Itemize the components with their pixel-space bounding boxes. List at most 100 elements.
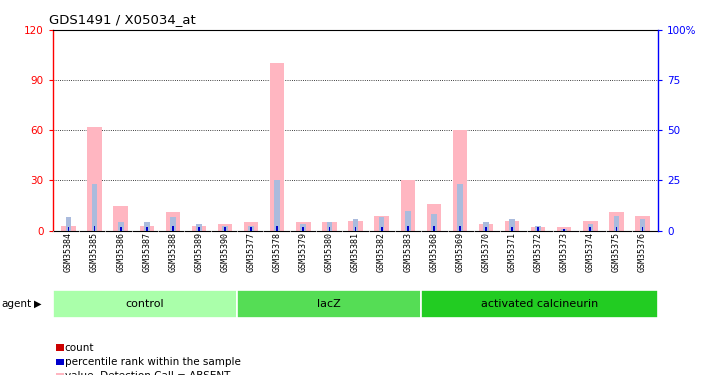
Bar bbox=[401, 180, 415, 231]
Bar bbox=[459, 229, 461, 231]
Bar bbox=[191, 226, 206, 231]
Bar bbox=[561, 229, 567, 231]
Bar bbox=[94, 229, 96, 231]
Text: lacZ: lacZ bbox=[318, 298, 341, 309]
Bar bbox=[375, 216, 389, 231]
Bar bbox=[275, 180, 280, 231]
Bar bbox=[327, 222, 332, 231]
Bar bbox=[348, 220, 363, 231]
Bar bbox=[198, 227, 200, 231]
Bar bbox=[615, 227, 617, 231]
Bar bbox=[457, 184, 463, 231]
Bar bbox=[303, 227, 304, 231]
Text: agent: agent bbox=[1, 298, 32, 309]
Bar bbox=[222, 226, 228, 231]
Bar bbox=[636, 216, 650, 231]
Bar bbox=[301, 224, 306, 231]
Bar bbox=[433, 229, 435, 231]
Bar bbox=[563, 229, 565, 231]
Bar bbox=[453, 130, 467, 231]
Bar bbox=[381, 227, 382, 231]
Bar bbox=[170, 217, 176, 231]
Bar bbox=[583, 220, 598, 231]
Bar bbox=[94, 226, 96, 231]
Bar bbox=[172, 226, 174, 231]
Text: activated calcineurin: activated calcineurin bbox=[481, 298, 598, 309]
Bar bbox=[61, 226, 75, 231]
Text: value, Detection Call = ABSENT: value, Detection Call = ABSENT bbox=[65, 371, 230, 375]
Bar bbox=[146, 229, 148, 231]
Bar bbox=[535, 226, 541, 231]
Bar bbox=[407, 229, 408, 231]
Bar bbox=[589, 229, 591, 231]
Bar bbox=[296, 222, 310, 231]
Bar bbox=[609, 212, 624, 231]
Text: percentile rank within the sample: percentile rank within the sample bbox=[65, 357, 241, 367]
Text: GDS1491 / X05034_at: GDS1491 / X05034_at bbox=[49, 13, 196, 26]
FancyBboxPatch shape bbox=[237, 290, 421, 318]
Bar bbox=[511, 229, 513, 231]
Bar bbox=[641, 229, 643, 231]
Bar bbox=[329, 227, 330, 231]
Bar bbox=[146, 227, 148, 231]
Bar bbox=[355, 229, 356, 231]
Bar bbox=[509, 219, 515, 231]
Bar bbox=[563, 229, 565, 231]
Bar bbox=[615, 229, 617, 231]
Bar bbox=[139, 226, 154, 231]
Bar bbox=[92, 184, 97, 231]
Text: count: count bbox=[65, 343, 94, 352]
Bar bbox=[120, 229, 122, 231]
FancyBboxPatch shape bbox=[421, 290, 658, 318]
Bar bbox=[276, 226, 278, 231]
Bar bbox=[459, 226, 461, 231]
Bar bbox=[276, 229, 278, 231]
Bar bbox=[353, 219, 358, 231]
Bar bbox=[407, 226, 408, 231]
Bar bbox=[531, 227, 546, 231]
Bar bbox=[250, 227, 252, 231]
Bar bbox=[250, 229, 252, 231]
Bar bbox=[198, 229, 200, 231]
Bar bbox=[355, 227, 356, 231]
Bar bbox=[172, 229, 174, 231]
Bar bbox=[505, 220, 520, 231]
Bar bbox=[303, 229, 304, 231]
Bar bbox=[120, 227, 122, 231]
Bar bbox=[113, 206, 128, 231]
Bar bbox=[427, 204, 441, 231]
Bar bbox=[589, 227, 591, 231]
Bar bbox=[65, 217, 71, 231]
Bar bbox=[640, 219, 646, 231]
Bar bbox=[118, 222, 123, 231]
Bar bbox=[537, 227, 539, 231]
Bar bbox=[479, 224, 494, 231]
Bar bbox=[588, 224, 593, 231]
Bar bbox=[68, 229, 70, 231]
Bar bbox=[224, 227, 226, 231]
Bar bbox=[485, 229, 487, 231]
Bar bbox=[379, 217, 384, 231]
Bar bbox=[144, 222, 150, 231]
Bar bbox=[485, 227, 487, 231]
Bar bbox=[614, 216, 620, 231]
Bar bbox=[270, 63, 284, 231]
Bar bbox=[511, 227, 513, 231]
FancyBboxPatch shape bbox=[53, 290, 237, 318]
Bar bbox=[244, 222, 258, 231]
Bar bbox=[381, 229, 382, 231]
Bar bbox=[537, 229, 539, 231]
Bar bbox=[249, 226, 254, 231]
Text: control: control bbox=[125, 298, 164, 309]
Bar bbox=[329, 229, 330, 231]
Bar bbox=[165, 212, 180, 231]
Bar bbox=[433, 226, 435, 231]
Bar bbox=[224, 229, 226, 231]
Bar bbox=[641, 227, 643, 231]
Bar bbox=[218, 224, 232, 231]
Text: ▶: ▶ bbox=[34, 298, 42, 309]
Bar bbox=[557, 227, 572, 231]
Bar bbox=[196, 224, 202, 231]
Bar bbox=[431, 214, 436, 231]
Bar bbox=[483, 222, 489, 231]
